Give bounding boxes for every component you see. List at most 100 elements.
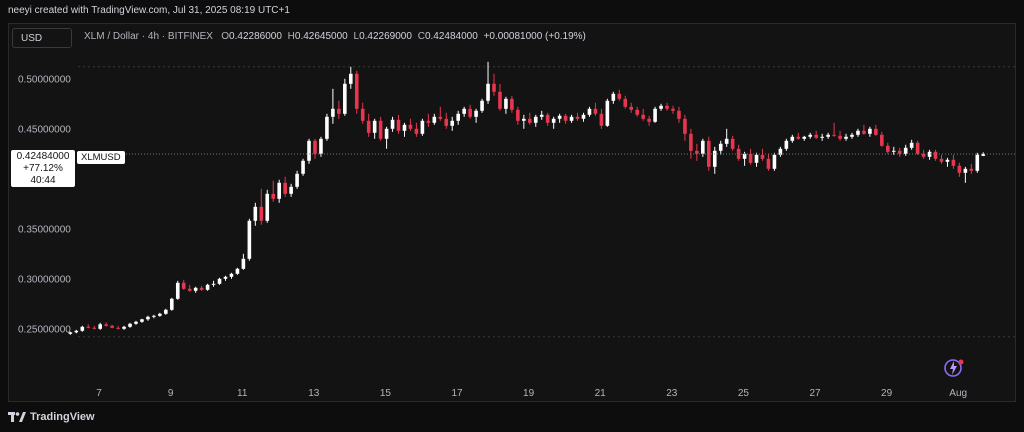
candle-body [665, 105, 669, 109]
candle [748, 148, 753, 165]
candle-body [957, 165, 962, 173]
last-price-value: 0.42484000 [16, 151, 70, 162]
candle-body [205, 284, 210, 290]
candle [611, 91, 616, 104]
candle-body [862, 130, 866, 134]
candle-body [426, 120, 431, 123]
candle-body [301, 160, 305, 174]
x-tick-label: 27 [809, 388, 821, 399]
legend-low-label: L [353, 31, 360, 42]
candle-body [748, 153, 753, 163]
legend-high-label: H [287, 31, 295, 42]
candle-body [677, 110, 681, 119]
candle-body [319, 138, 323, 154]
candle [522, 114, 526, 129]
candle [766, 153, 771, 171]
candle-body [158, 313, 162, 316]
candle-body [134, 321, 138, 324]
candle [378, 116, 383, 141]
candle [599, 108, 604, 129]
candle [730, 135, 735, 151]
candle [838, 130, 842, 141]
candle [414, 122, 419, 137]
candle-body [599, 113, 604, 126]
candle [229, 272, 234, 279]
candle-body [689, 133, 693, 151]
candle [450, 116, 455, 131]
x-tick-label: 13 [308, 388, 320, 399]
candle-body [235, 268, 240, 274]
legend-change: +0.00081000 (+0.19%) [483, 31, 586, 42]
candle-body [277, 182, 281, 199]
candle-body [86, 326, 91, 328]
candle-body [617, 93, 622, 99]
candle [736, 144, 741, 161]
candle [921, 149, 926, 159]
candle [575, 112, 580, 121]
candle-body [313, 140, 317, 154]
candle [366, 113, 371, 137]
currency-button[interactable]: USD [12, 28, 72, 48]
candle [325, 113, 329, 141]
candle-body [307, 140, 311, 161]
candle-body [605, 100, 610, 126]
candle-body [348, 73, 353, 84]
candle-body [152, 315, 156, 317]
candle-body [474, 110, 478, 117]
candle [122, 325, 126, 330]
chart-frame [8, 23, 1016, 402]
candle [915, 140, 920, 155]
candle [98, 322, 102, 330]
x-tick-label: 23 [666, 388, 678, 399]
candle-body [146, 316, 150, 320]
candle-body [796, 136, 801, 139]
candle [301, 158, 305, 176]
candle-body [325, 116, 329, 139]
candle-body [927, 151, 932, 157]
candle [456, 110, 460, 125]
candle-body [623, 98, 628, 107]
candle-body [695, 150, 699, 154]
candle [545, 112, 550, 126]
candle [665, 102, 669, 111]
legend-symbol: XLM / Dollar · 4h · BITFINEX [84, 31, 213, 42]
candle [772, 152, 777, 171]
candle [844, 133, 848, 141]
candle [265, 189, 270, 223]
candle-body [140, 319, 144, 322]
candle-body [814, 134, 818, 138]
candle-body [563, 115, 568, 121]
y-tick-label: 0.45000000 [18, 124, 71, 135]
candle-body [110, 325, 114, 328]
grid-lines [78, 66, 1016, 338]
candle [181, 279, 186, 290]
candle [343, 78, 347, 116]
flash-icon[interactable] [942, 357, 966, 379]
candle [850, 132, 854, 139]
candle [372, 118, 377, 139]
candle-body [581, 114, 586, 119]
x-tick-label: 25 [738, 388, 750, 399]
candle-body [420, 120, 425, 134]
candle [134, 320, 138, 325]
candle-body [128, 323, 132, 327]
candle-body [516, 109, 520, 121]
candle [760, 148, 765, 161]
x-tick-label: Aug [949, 388, 967, 399]
candle-body [802, 136, 807, 139]
candle [498, 83, 502, 111]
candle-body [712, 150, 717, 167]
candle-body [820, 136, 824, 138]
candle-body [587, 108, 592, 115]
candle [581, 112, 586, 122]
candle-body [629, 106, 634, 110]
candle [92, 325, 97, 330]
candle-body [229, 273, 234, 277]
candle-body [450, 120, 455, 126]
candle [874, 124, 878, 136]
candle-body [963, 168, 968, 173]
candle [510, 95, 514, 113]
candle-body [80, 326, 85, 331]
candle [319, 136, 323, 157]
